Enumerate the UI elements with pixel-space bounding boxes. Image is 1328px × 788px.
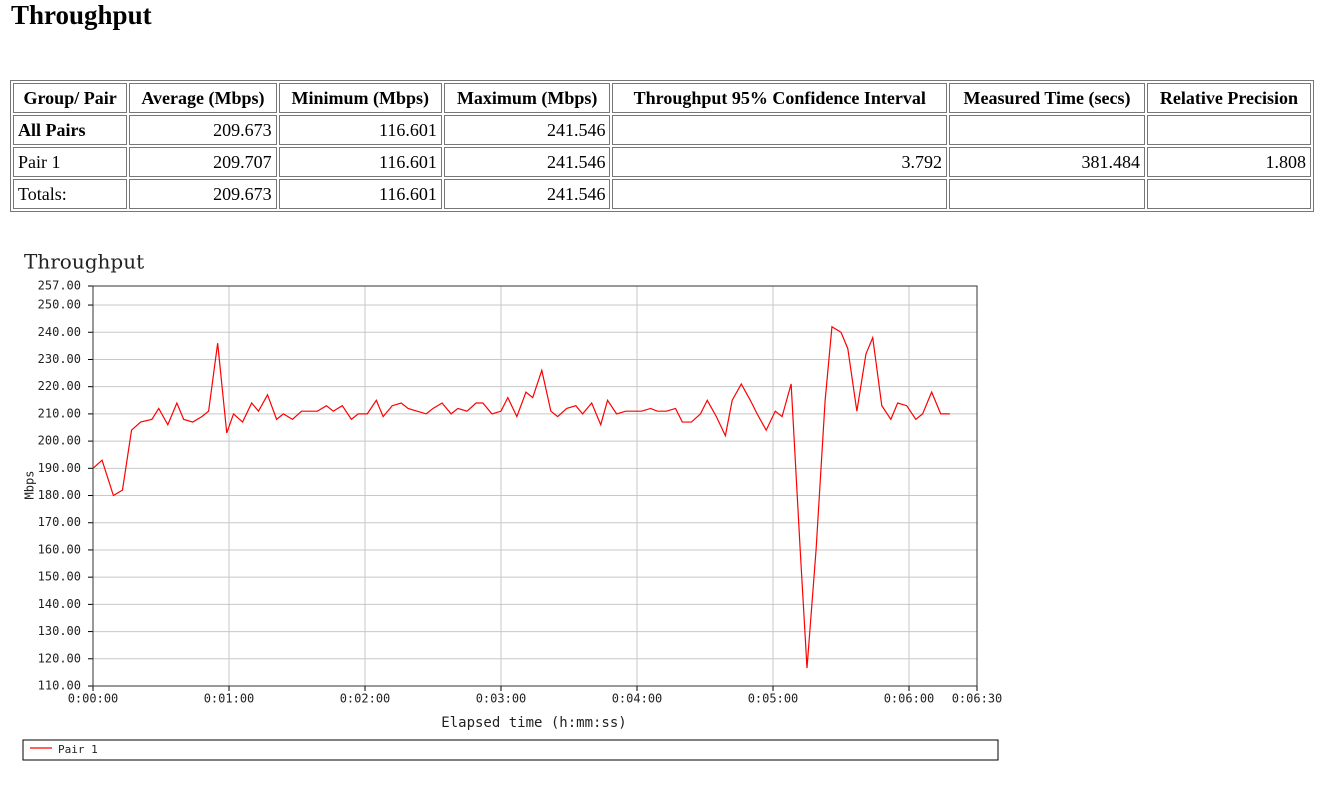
column-header: Group/ Pair bbox=[13, 83, 128, 113]
x-tick-label: 0:02:00 bbox=[340, 692, 391, 706]
y-tick-label: 220.00 bbox=[38, 379, 81, 393]
y-tick-label: 257.00 bbox=[38, 279, 81, 293]
y-tick-label: 200.00 bbox=[38, 434, 81, 448]
data-line bbox=[92, 325, 950, 669]
table-cell: 381.484 bbox=[949, 147, 1145, 177]
table-row: Pair 1 209.707 116.601 241.546 3.792 381.484 1… bbox=[13, 147, 1311, 177]
table-cell: 116.601 bbox=[278, 115, 442, 145]
legend-box bbox=[22, 739, 999, 761]
column-header: Maximum (Mbps) bbox=[443, 83, 611, 113]
y-tick-label: 230.00 bbox=[38, 352, 81, 366]
table-cell: 116.601 bbox=[278, 179, 442, 209]
table-cell: 3.792 bbox=[612, 147, 948, 177]
table-cell: 209.707 bbox=[129, 147, 277, 177]
plot-frame bbox=[92, 285, 978, 687]
column-header: Measured Time (secs) bbox=[949, 83, 1145, 113]
table-cell bbox=[612, 115, 948, 145]
y-tick-label: 110.00 bbox=[38, 679, 81, 693]
x-tick-label: 0:03:00 bbox=[476, 692, 527, 706]
table-cell bbox=[612, 179, 948, 209]
y-tick-label: 250.00 bbox=[38, 298, 81, 312]
y-tick-label: 190.00 bbox=[38, 461, 81, 475]
table-cell: 209.673 bbox=[129, 179, 277, 209]
column-header: Throughput 95% Confidence Interval bbox=[612, 83, 948, 113]
table-cell bbox=[1146, 179, 1311, 209]
chart-title: Throughput bbox=[24, 250, 144, 274]
page-title: Throughput bbox=[11, 0, 152, 30]
table-cell bbox=[949, 179, 1145, 209]
column-header: Average (Mbps) bbox=[129, 83, 277, 113]
y-tick-label: 180.00 bbox=[38, 488, 81, 502]
table-cell: 241.546 bbox=[443, 115, 611, 145]
x-tick-label: 0:04:00 bbox=[612, 692, 663, 706]
y-tick-label: 210.00 bbox=[38, 406, 81, 420]
table-cell: 116.601 bbox=[278, 147, 442, 177]
table-cell: 241.546 bbox=[443, 179, 611, 209]
table-cell bbox=[1146, 115, 1311, 145]
y-tick-label: 130.00 bbox=[38, 624, 81, 638]
table-cell: Totals: bbox=[13, 179, 128, 209]
x-tick-label: 0:06:30 bbox=[952, 692, 1003, 706]
summary-table: Group/ Pair Average (Mbps) Minimum (Mbps) M… bbox=[10, 80, 1314, 212]
table-cell: 209.673 bbox=[129, 115, 277, 145]
column-header: Minimum (Mbps) bbox=[278, 83, 442, 113]
table-cell: All Pairs bbox=[13, 115, 128, 145]
y-tick-label: 140.00 bbox=[38, 597, 81, 611]
table-cell: Pair 1 bbox=[13, 147, 128, 177]
table-cell: 1.808 bbox=[1146, 147, 1311, 177]
legend-label: Pair 1 bbox=[58, 743, 98, 756]
chart: Throughput Elapsed time (h:mm:ss) Mbps 1… bbox=[22, 250, 1003, 761]
table-row: Totals: 209.673 116.601 241.546 bbox=[13, 179, 1311, 209]
header-row: Group/ Pair Average (Mbps) Minimum (Mbps) M… bbox=[13, 83, 1311, 113]
column-header: Relative Precision bbox=[1146, 83, 1311, 113]
table-body: All Pairs 209.673 116.601 241.546 Pair 1 209.… bbox=[13, 115, 1311, 209]
x-axis-title: Elapsed time (h:mm:ss) bbox=[441, 715, 626, 731]
y-axis-title: Mbps bbox=[23, 471, 37, 500]
y-tick-label: 240.00 bbox=[38, 325, 81, 339]
x-tick-label: 0:06:00 bbox=[884, 692, 935, 706]
table-cell bbox=[949, 115, 1145, 145]
table-row: All Pairs 209.673 116.601 241.546 bbox=[13, 115, 1311, 145]
y-tick-label: 160.00 bbox=[38, 542, 81, 556]
y-tick-label: 170.00 bbox=[38, 515, 81, 529]
y-tick-label: 120.00 bbox=[38, 651, 81, 665]
x-tick-label: 0:00:00 bbox=[68, 692, 119, 706]
x-tick-label: 0:01:00 bbox=[204, 692, 255, 706]
x-tick-label: 0:05:00 bbox=[748, 692, 799, 706]
table-cell: 241.546 bbox=[443, 147, 611, 177]
y-tick-label: 150.00 bbox=[38, 570, 81, 584]
